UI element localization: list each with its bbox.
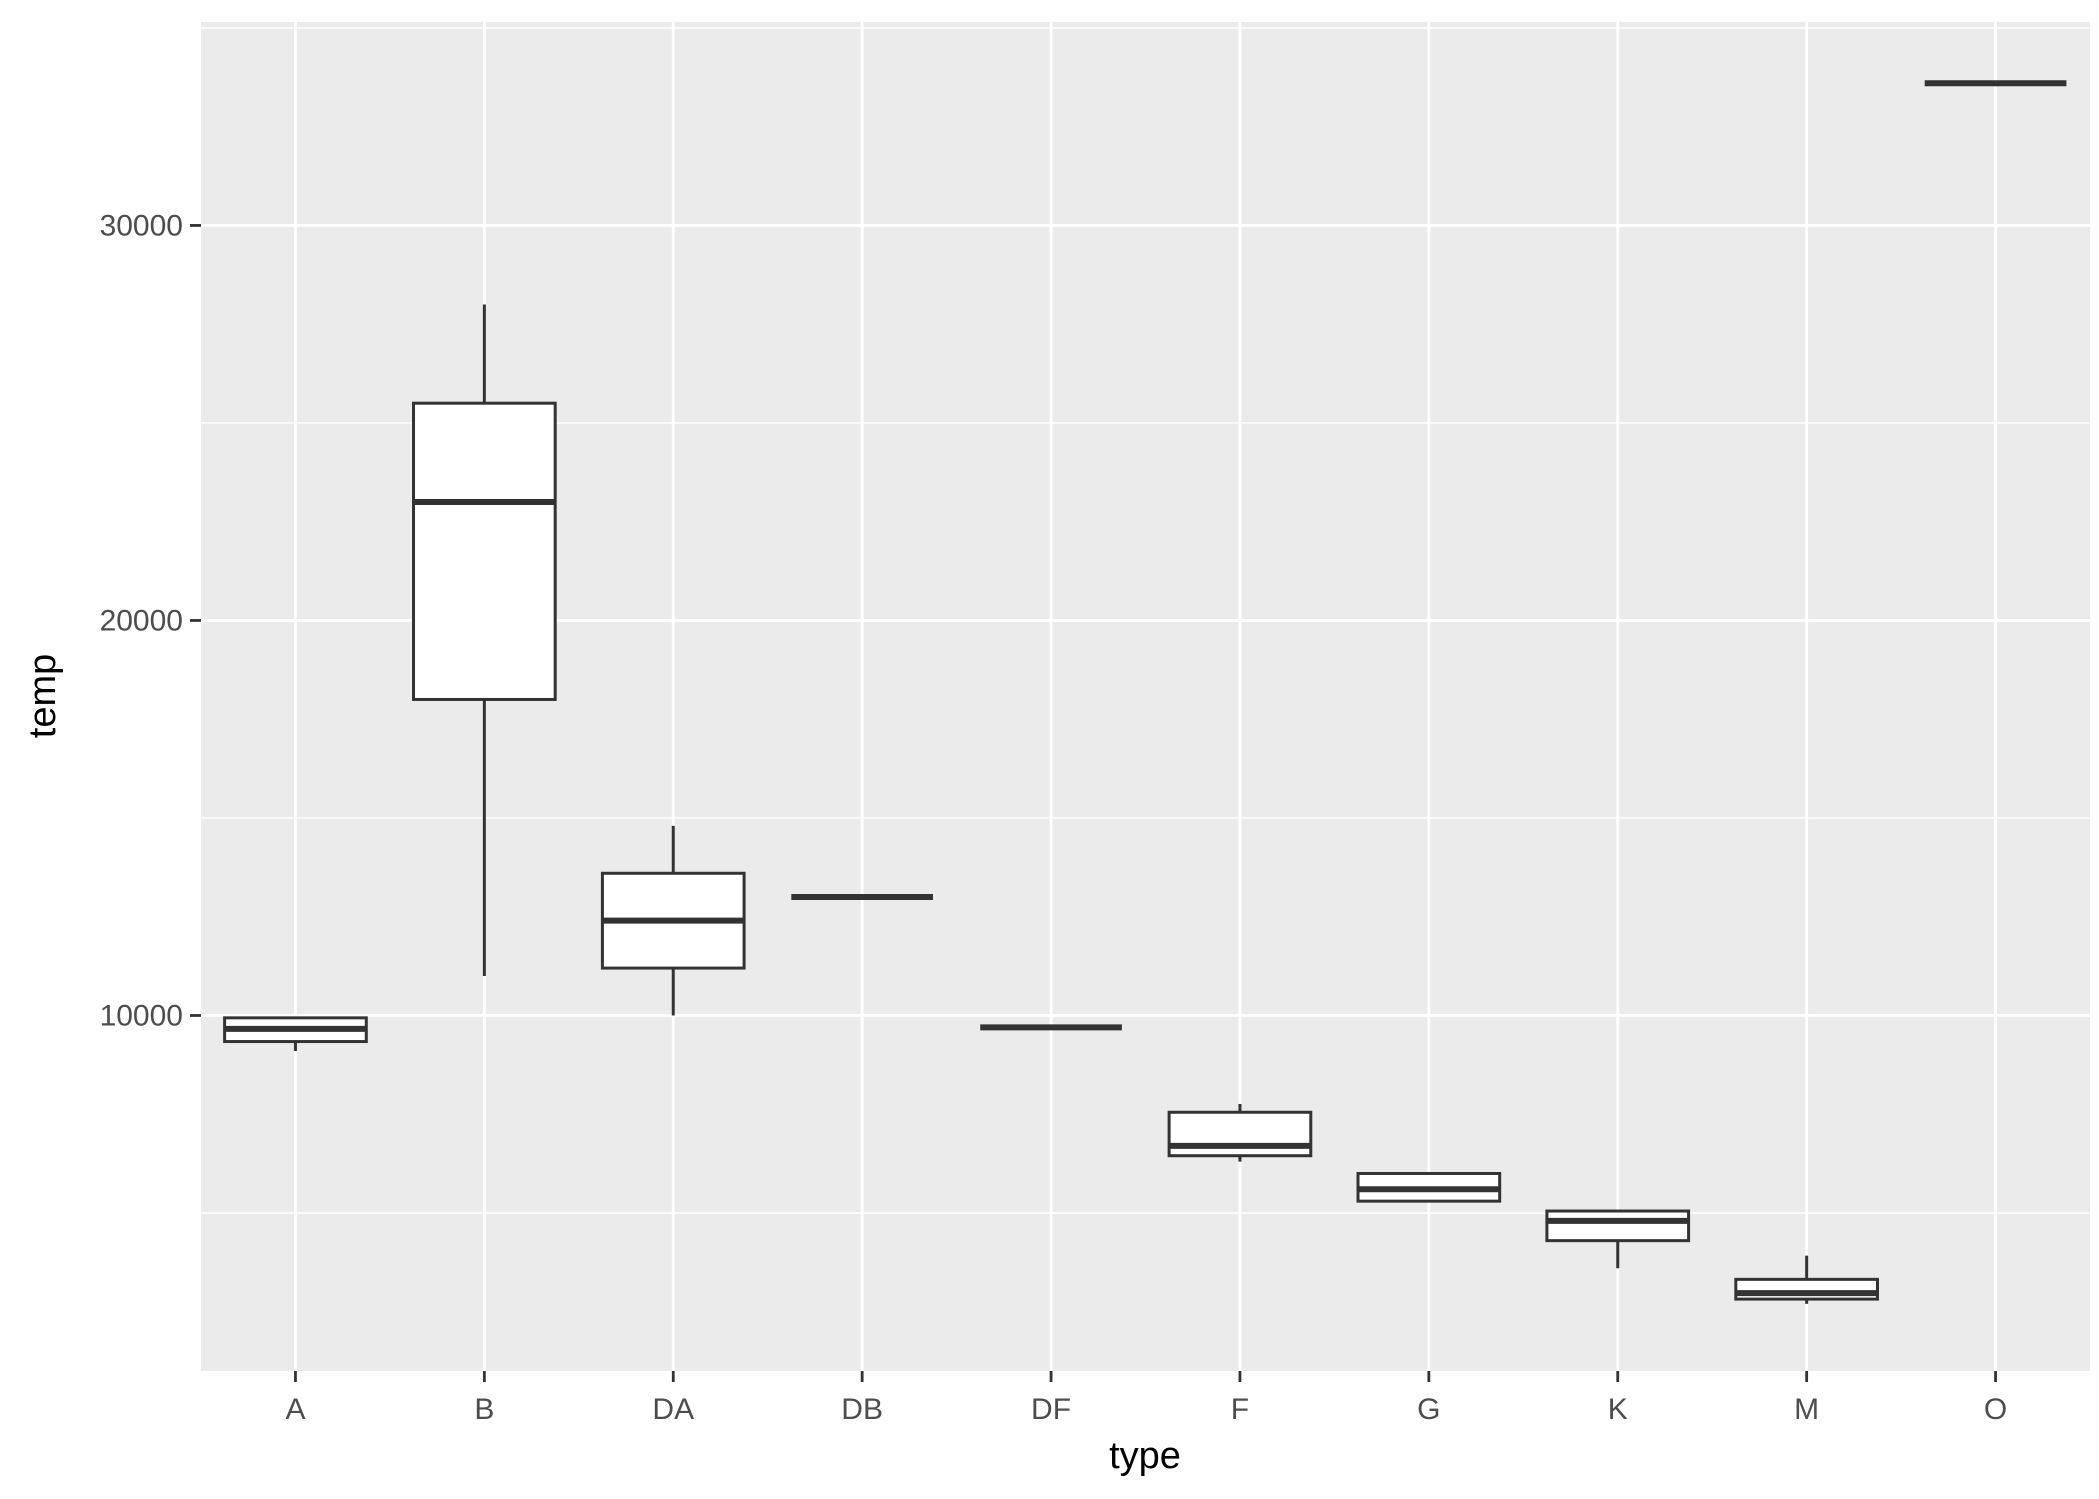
major-grid <box>201 22 2090 1371</box>
x-tick-label: O <box>1984 1393 2007 1426</box>
x-tick-label: A <box>285 1393 305 1426</box>
box-a <box>223 1016 368 1052</box>
box-m <box>1734 1255 1879 1304</box>
box-k <box>1545 1209 1691 1269</box>
box-b <box>412 304 557 976</box>
y-tick-label: 20000 <box>100 604 183 637</box>
x-tick-label: G <box>1417 1393 1440 1426</box>
box-body <box>1545 1209 1691 1243</box>
y-tick-label: 30000 <box>100 209 183 242</box>
x-axis-title: type <box>1109 1435 1181 1477</box>
y-axis-title: temp <box>22 654 64 738</box>
x-tick-label: K <box>1608 1393 1628 1426</box>
x-tick-label: B <box>474 1393 494 1426</box>
x-tick-label: DF <box>1031 1393 1071 1426</box>
x-tick-label: M <box>1794 1393 1819 1426</box>
box-g <box>1356 1171 1502 1203</box>
y-axis: 10000 20000 30000 <box>100 209 201 1032</box>
y-tick-label: 10000 <box>100 999 183 1032</box>
x-tick-label: F <box>1231 1393 1249 1426</box>
box-body <box>1167 1110 1313 1158</box>
x-tick-label: DA <box>652 1393 694 1426</box>
x-axis: A B DA DB DF F G K M O <box>285 1371 2007 1426</box>
x-tick-label: DB <box>841 1393 883 1426</box>
box-body <box>412 401 557 701</box>
boxes <box>223 80 2067 1304</box>
box-da <box>600 825 746 1016</box>
box-f <box>1167 1103 1313 1162</box>
